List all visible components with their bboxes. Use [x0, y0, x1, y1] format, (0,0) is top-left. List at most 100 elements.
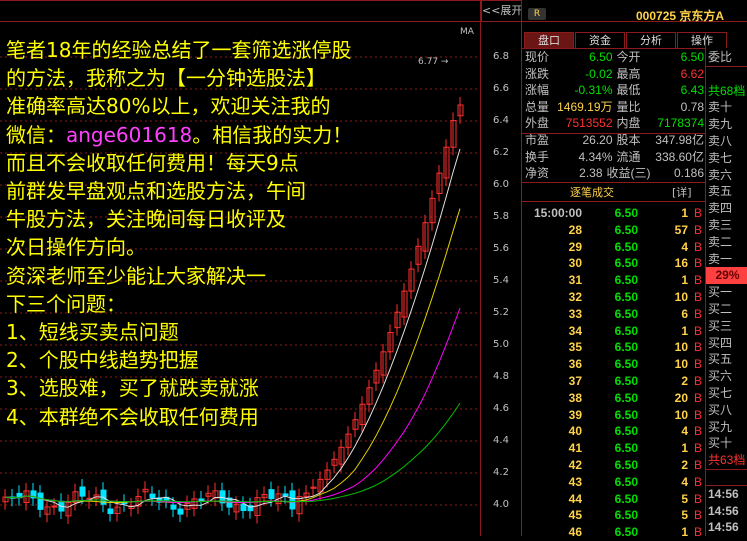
trade-price: 6.50 — [614, 525, 638, 540]
ratio-label: 委比 — [708, 50, 733, 64]
trade-price: 6.50 — [614, 222, 638, 237]
candle-body — [394, 311, 401, 329]
y-tick: 4.0 — [493, 499, 509, 510]
divider — [522, 133, 705, 134]
trade-side: B — [693, 289, 702, 304]
candle-body — [331, 458, 338, 466]
candle-body — [142, 488, 149, 493]
quote-row: 净资 2.38 收益(三) 0.186 — [525, 165, 704, 182]
trade-price: 6.50 — [614, 441, 638, 456]
tab-operate[interactable]: 操作 — [677, 32, 727, 48]
trade-volume: 20 — [674, 390, 688, 405]
quote-label: 股本 — [616, 132, 641, 147]
y-tick: 4.6 — [493, 403, 509, 414]
trade-volume: 10 — [674, 289, 688, 304]
quote-label: 收益(三) — [606, 166, 651, 181]
candle-body — [261, 493, 268, 499]
candle-body — [30, 490, 37, 499]
candle-body — [44, 506, 51, 515]
trade-volume: 4 — [681, 424, 688, 439]
candle-body — [450, 120, 457, 148]
candle-body — [51, 505, 58, 508]
trade-time: 44 — [568, 491, 582, 506]
trade-row: 45 6.50 5 B — [526, 507, 704, 524]
y-tick: 6.0 — [493, 179, 509, 190]
candle-body — [310, 486, 317, 489]
y-tick: 6.6 — [493, 83, 509, 94]
r-badge[interactable]: R — [528, 8, 546, 20]
buy-level: 买一 — [708, 285, 733, 300]
overlay-line: 2、个股中线趋势把握 — [6, 348, 199, 373]
buy-level: 买二 — [708, 301, 733, 316]
trade-time: 15:00:00 — [533, 206, 582, 220]
trades-title: 逐笔成交 — [570, 186, 614, 199]
trade-price: 6.50 — [614, 289, 638, 304]
tab-pankou[interactable]: 盘口 — [524, 32, 574, 48]
candle-body — [149, 493, 156, 499]
trade-side: B — [693, 525, 702, 540]
candle-body — [352, 419, 359, 430]
trade-row: 32 6.50 10 B — [526, 289, 704, 306]
candle-body — [422, 222, 429, 252]
overlay-line: 微信：ange601618。相信我的实力！ — [6, 121, 352, 149]
quote-value: 0.186 — [673, 166, 705, 181]
trades-detail-link[interactable]: [详] — [672, 186, 692, 199]
candle-body — [79, 486, 86, 497]
y-tick: 4.2 — [493, 467, 509, 478]
overlay-line: 4、本群绝不会收取任何费用 — [6, 404, 259, 429]
divider — [522, 182, 705, 183]
trade-price: 6.50 — [614, 390, 638, 405]
trade-row: 31 6.50 1 B — [526, 272, 704, 289]
candle-body — [415, 245, 422, 265]
quote-value: 6.50 — [680, 50, 704, 64]
quote-label: 市盈 — [525, 132, 550, 147]
quote-table: 现价 6.50 今开 6.50 涨跌 -0.02 最高 6.62 涨幅 -0.31% 最低 6.43 总… — [525, 49, 704, 182]
candle-body — [443, 146, 450, 179]
quote-label: 量比 — [616, 99, 641, 114]
trade-volume: 4 — [681, 239, 688, 254]
quote-value: -0.31% — [574, 83, 613, 98]
trade-row: 34 6.50 1 B — [526, 323, 704, 340]
trade-time: 34 — [568, 323, 582, 338]
stock-header — [522, 0, 747, 22]
tab-funds[interactable]: 资金 — [575, 32, 625, 48]
trade-side: B — [693, 256, 702, 271]
trade-volume: 10 — [674, 357, 688, 372]
candle-body — [177, 508, 184, 515]
candle-body — [282, 493, 289, 497]
trade-side: B — [693, 441, 702, 456]
divider — [522, 201, 705, 202]
quote-value: -0.02 — [585, 66, 613, 81]
candle-body — [387, 331, 394, 353]
tab-analysis[interactable]: 分析 — [626, 32, 676, 48]
candle-body — [359, 403, 366, 426]
trade-row: 28 6.50 57 B — [526, 222, 704, 239]
trade-row: 35 6.50 10 B — [526, 339, 704, 356]
overlay-line: 的方法，我称之为【一分钟选股法】 — [6, 66, 326, 91]
divider — [480, 0, 481, 536]
candle-body — [373, 369, 380, 384]
chart-toolbar — [0, 0, 480, 22]
quote-value: 0.78 — [680, 99, 704, 114]
trade-time: 37 — [568, 373, 582, 388]
trade-row: 42 6.50 2 B — [526, 457, 704, 474]
sell-level: 卖九 — [708, 117, 733, 132]
quote-row: 换手 4.34% 流通 338.60亿 — [525, 149, 704, 166]
trade-price: 6.50 — [614, 239, 638, 254]
candle-body — [429, 197, 436, 224]
candle-body — [205, 492, 212, 497]
trade-row: 29 6.50 4 B — [526, 239, 704, 256]
kline-chart[interactable]: MA 6.77 → — [0, 22, 480, 536]
quote-row: 总量 1469.19万 量比 0.78 — [525, 99, 704, 116]
candle-body — [380, 351, 387, 376]
sell-level: 卖十 — [708, 100, 733, 115]
candle-body — [408, 268, 415, 292]
sell-level: 卖五 — [708, 184, 733, 199]
overlay-line: 笔者18年的经验总结了一套筛选涨停股 — [6, 38, 352, 62]
expand-button[interactable]: <<展开 — [481, 0, 522, 22]
trade-side: B — [693, 357, 702, 372]
trade-time: 45 — [568, 508, 582, 523]
trade-row: 36 6.50 10 B — [526, 356, 704, 373]
trade-volume: 2 — [681, 457, 688, 472]
y-tick: 6.2 — [493, 147, 509, 158]
